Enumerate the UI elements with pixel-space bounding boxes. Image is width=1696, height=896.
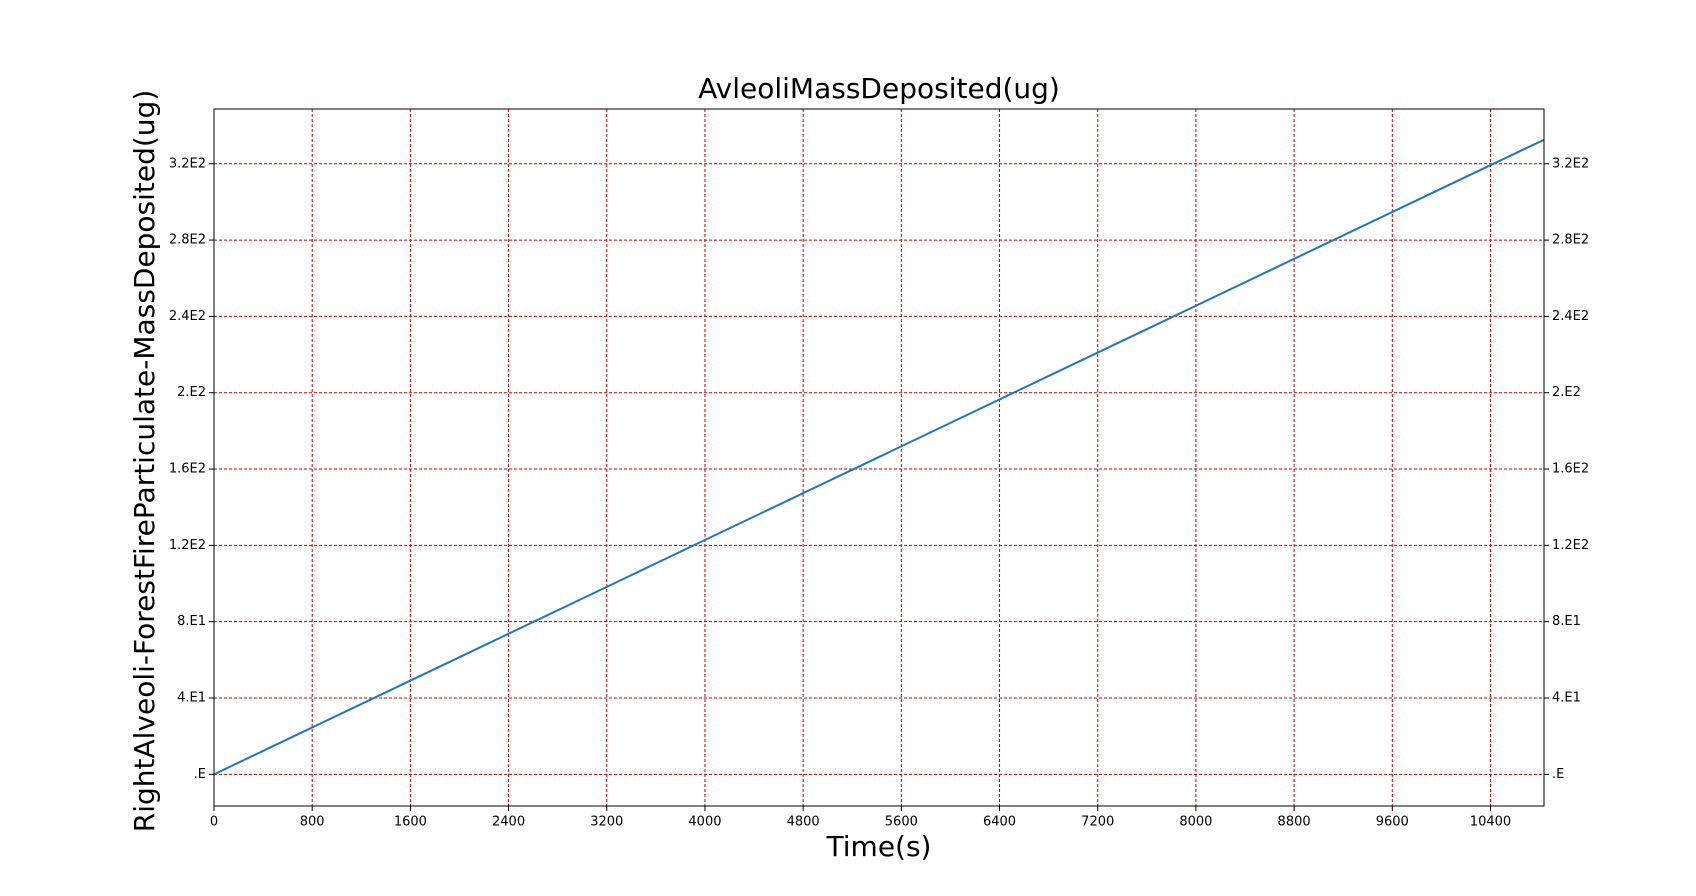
x-tick-label: 6400	[983, 815, 1016, 830]
y2-tick-label: 1.6E2	[1552, 462, 1589, 477]
y2-tick-label: 2.8E2	[1552, 233, 1589, 248]
y2-tick-label: 2.E2	[1552, 385, 1581, 400]
y2-tick-label: 3.2E2	[1552, 156, 1589, 171]
y2-tick-label: 2.4E2	[1552, 309, 1589, 324]
y2-tick-label: .E	[1552, 767, 1564, 782]
x-tick-label: 10400	[1470, 815, 1511, 830]
x-tick-label: 4800	[787, 815, 820, 830]
x-axis-label: Time(s)	[826, 830, 932, 863]
y-tick-label: 1.6E2	[169, 462, 206, 477]
x-tick-label: 4000	[688, 815, 721, 830]
x-tick-label: 1600	[394, 815, 427, 830]
y-tick-label: 3.2E2	[169, 156, 206, 171]
plot-frame	[213, 108, 1545, 807]
chart-title: AvleoliMassDeposited(ug)	[698, 72, 1060, 105]
x-tick-label: 8800	[1278, 815, 1311, 830]
y-axis-label: RightAlveoli-ForestFireParticulate-MassD…	[128, 90, 161, 833]
y-tick-label: 8.E1	[177, 614, 206, 629]
y-tick-label: 2.8E2	[169, 233, 206, 248]
y-tick-label: 1.2E2	[169, 538, 206, 553]
y-tick-label: 2.E2	[177, 385, 206, 400]
data-line	[214, 138, 1544, 776]
x-tick-label: 0	[210, 815, 218, 830]
x-tick-label: 800	[300, 815, 325, 830]
x-tick-label: 8000	[1179, 815, 1212, 830]
y2-tick-label: 4.E1	[1552, 691, 1581, 706]
x-tick-label: 9600	[1376, 815, 1409, 830]
x-tick-label: 5600	[885, 815, 918, 830]
y-tick-label: 2.4E2	[169, 309, 206, 324]
x-tick-label: 2400	[492, 815, 525, 830]
y2-tick-label: 8.E1	[1552, 614, 1581, 629]
y-tick-label: .E	[194, 767, 206, 782]
y-tick-label: 4.E1	[177, 691, 206, 706]
x-tick-label: 7200	[1081, 815, 1114, 830]
x-tick-label: 3200	[590, 815, 623, 830]
y2-tick-label: 1.2E2	[1552, 538, 1589, 553]
